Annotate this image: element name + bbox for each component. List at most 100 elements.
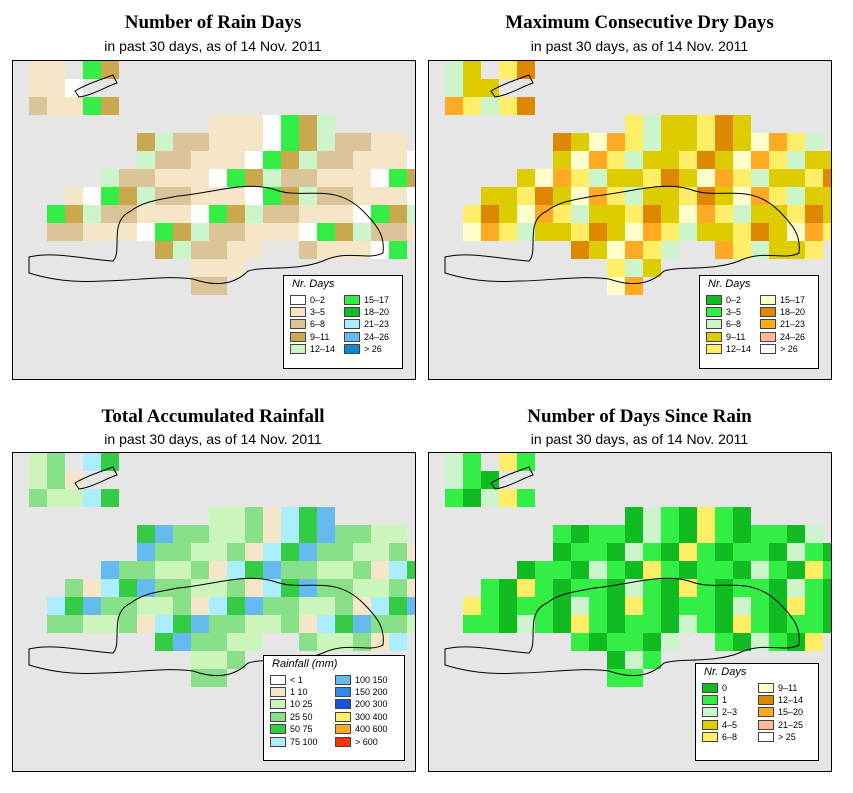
grid-cell bbox=[679, 561, 697, 579]
grid-cell bbox=[155, 561, 173, 579]
grid-cell bbox=[389, 525, 407, 543]
grid-cell bbox=[299, 151, 317, 169]
grid-cell bbox=[733, 241, 751, 259]
grid-cell bbox=[517, 579, 535, 597]
grid-cell bbox=[571, 561, 589, 579]
grid-cell bbox=[209, 507, 227, 525]
grid-cell bbox=[571, 543, 589, 561]
grid-cell bbox=[769, 169, 787, 187]
legend-swatch bbox=[702, 707, 718, 718]
grid-cell bbox=[389, 151, 407, 169]
grid-cell bbox=[661, 205, 679, 223]
grid-cell bbox=[317, 507, 335, 525]
grid-cell bbox=[137, 151, 155, 169]
grid-cell bbox=[733, 579, 751, 597]
grid-cell bbox=[371, 579, 389, 597]
grid-cell bbox=[299, 187, 317, 205]
legend-swatch bbox=[706, 344, 722, 355]
grid-cell bbox=[191, 633, 209, 651]
map-legend: Nr. Days 0–2 3–5 6–8 9–11 12–14 15–17 18–20 21–… bbox=[699, 275, 819, 369]
grid-cell bbox=[553, 205, 571, 223]
grid-cell bbox=[445, 489, 463, 507]
grid-cell bbox=[769, 597, 787, 615]
grid-cell bbox=[173, 633, 191, 651]
grid-cell bbox=[823, 543, 831, 561]
grid-cell bbox=[571, 241, 589, 259]
grid-cell bbox=[805, 615, 823, 633]
grid-cell bbox=[209, 205, 227, 223]
legend-entry: 15–17 bbox=[760, 294, 805, 305]
legend-entry: 21–23 bbox=[344, 319, 389, 330]
grid-cell bbox=[823, 187, 831, 205]
grid-cell bbox=[371, 151, 389, 169]
legend-swatch bbox=[760, 319, 776, 330]
grid-cell bbox=[625, 205, 643, 223]
legend-swatch bbox=[290, 331, 306, 342]
grid-cell bbox=[733, 543, 751, 561]
grid-cell bbox=[751, 543, 769, 561]
grid-cell bbox=[661, 151, 679, 169]
panel-subtitle: in past 30 days, as of 14 Nov. 2011 bbox=[104, 431, 322, 447]
grid-cell bbox=[463, 597, 481, 615]
grid-cell bbox=[137, 187, 155, 205]
grid-cell bbox=[499, 453, 517, 471]
grid-cell bbox=[209, 241, 227, 259]
grid-cell bbox=[499, 61, 517, 79]
legend-swatch bbox=[344, 294, 360, 305]
grid-cell bbox=[353, 133, 371, 151]
legend-entry: 3–5 bbox=[706, 306, 741, 317]
grid-cell bbox=[155, 223, 173, 241]
grid-cell bbox=[191, 259, 209, 277]
map-legend: Nr. Days 0 1 2–3 4–5 6–8 9–11 12–14 15–20 21–25 >… bbox=[695, 663, 819, 761]
legend-label: 21–23 bbox=[780, 319, 806, 330]
grid-cell bbox=[769, 615, 787, 633]
map-grid bbox=[28, 61, 415, 295]
grid-cell bbox=[661, 133, 679, 151]
grid-cell bbox=[65, 205, 83, 223]
grid-cell bbox=[65, 489, 83, 507]
grid-cell bbox=[715, 187, 733, 205]
grid-cell bbox=[625, 633, 643, 651]
grid-cell bbox=[625, 169, 643, 187]
grid-cell bbox=[299, 561, 317, 579]
legend-title: Nr. Days bbox=[704, 666, 747, 678]
legend-label: 15–17 bbox=[364, 294, 390, 305]
grid-cell bbox=[65, 79, 83, 97]
legend-label: 12–14 bbox=[726, 344, 752, 355]
legend-entry: 0–2 bbox=[290, 294, 325, 305]
legend-label: 12–14 bbox=[310, 344, 336, 355]
grid-cell bbox=[481, 223, 499, 241]
grid-cell bbox=[517, 169, 535, 187]
legend-entry: 6–8 bbox=[706, 319, 741, 330]
grid-cell bbox=[553, 151, 571, 169]
legend-label: < 1 bbox=[290, 674, 303, 685]
legend-label: 9–11 bbox=[310, 331, 330, 342]
grid-cell bbox=[245, 115, 263, 133]
grid-cell bbox=[209, 615, 227, 633]
grid-cell bbox=[679, 507, 697, 525]
panel-total-rainfall: Total Accumulated Rainfall in past 30 da… bbox=[0, 396, 426, 793]
grid-cell bbox=[119, 223, 137, 241]
grid-cell bbox=[643, 151, 661, 169]
legend-entry: 24–26 bbox=[760, 331, 805, 342]
grid-cell bbox=[317, 633, 335, 651]
grid-cell bbox=[625, 651, 643, 669]
grid-cell bbox=[607, 579, 625, 597]
legend-swatch bbox=[335, 711, 351, 722]
grid-cell bbox=[535, 187, 553, 205]
legend-swatch bbox=[758, 694, 774, 705]
grid-cell bbox=[625, 187, 643, 205]
grid-cell bbox=[553, 525, 571, 543]
grid-cell bbox=[679, 597, 697, 615]
grid-cell bbox=[47, 453, 65, 471]
grid-cell bbox=[299, 525, 317, 543]
grid-cell bbox=[209, 561, 227, 579]
grid-cell bbox=[389, 597, 407, 615]
legend-entry: 6–8 bbox=[702, 732, 737, 743]
grid-cell bbox=[155, 205, 173, 223]
grid-cell bbox=[445, 453, 463, 471]
legend-swatch bbox=[702, 694, 718, 705]
map-days-since-rain: Nr. Days 0 1 2–3 4–5 6–8 9–11 12–14 15–20 21–25 >… bbox=[428, 452, 832, 772]
grid-cell bbox=[445, 61, 463, 79]
grid-cell bbox=[589, 151, 607, 169]
